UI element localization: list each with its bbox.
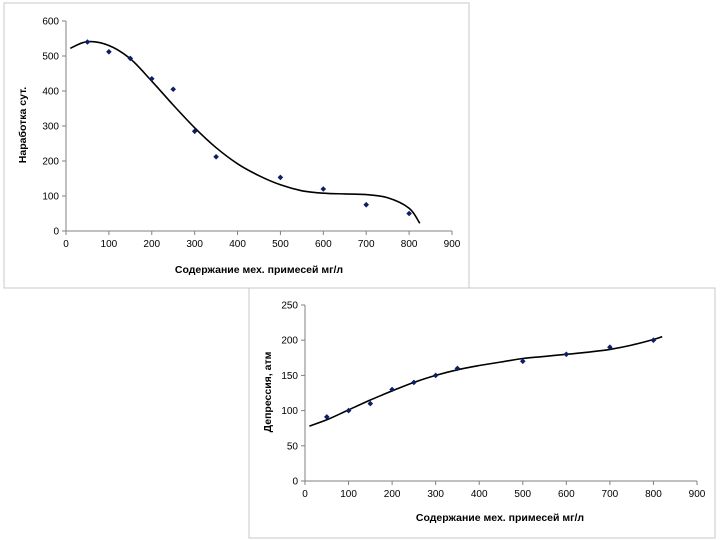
x-tick-label: 200 (143, 239, 160, 250)
y-axis-label: Наработка сут. (17, 87, 29, 163)
x-tick-label: 800 (645, 489, 662, 500)
data-point (106, 49, 112, 55)
chart-uptime-vs-impurities: 0 100 200 300 400 500 600 0 100 200 300 400 500 600 70… (3, 2, 470, 289)
data-point (454, 365, 461, 372)
y-tick-label: 100 (42, 192, 59, 203)
data-point (563, 351, 570, 358)
data-point (84, 39, 91, 45)
x-tick-label: 500 (514, 489, 531, 500)
chart-depression-vs-impurities: 0 50 100 150 200 250 0 100 200 300 400 500 600 700 800… (248, 287, 716, 539)
y-tick-label: 0 (292, 477, 298, 488)
data-point (277, 174, 284, 181)
data-point (363, 201, 369, 208)
x-tick-label: 0 (63, 239, 69, 250)
x-tick-label: 300 (427, 489, 444, 500)
data-point (367, 400, 374, 407)
trend-line (69, 40, 421, 224)
x-tick-label: 100 (340, 489, 357, 500)
y-tick-label: 300 (42, 122, 59, 133)
x-axis-label: Содержание мех. примесей мг/л (416, 512, 584, 524)
trend-line (309, 335, 663, 427)
data-point (149, 76, 155, 82)
data-point (411, 379, 417, 386)
y-tick-label: 600 (42, 17, 59, 28)
y-tick-label: 500 (42, 52, 59, 63)
y-tick-label: 200 (42, 157, 59, 168)
x-tick-label: 200 (384, 489, 401, 500)
data-point (345, 407, 352, 414)
x-tick-label: 800 (401, 239, 418, 250)
x-tick-label: 900 (444, 239, 461, 250)
x-tick-label: 700 (602, 489, 619, 500)
data-point (320, 186, 327, 192)
x-tick-label: 700 (358, 239, 375, 250)
y-tick-label: 100 (281, 406, 298, 417)
y-tick-label: 150 (281, 371, 298, 382)
y-tick-label: 200 (281, 336, 298, 347)
y-tick-label: 250 (281, 301, 298, 312)
x-tick-label: 300 (186, 239, 203, 250)
data-point (324, 414, 330, 420)
x-tick-label: 900 (689, 489, 706, 500)
data-point (389, 386, 395, 393)
x-tick-label: 100 (101, 239, 118, 250)
data-point (607, 344, 613, 350)
x-tick-label: 600 (315, 239, 332, 250)
chart-frame (248, 287, 716, 539)
x-tick-label: 400 (229, 239, 246, 250)
x-tick-label: 500 (272, 239, 289, 250)
data-point (432, 372, 439, 379)
data-point (170, 86, 176, 92)
x-axis-label: Содержание мех. примесей мг/л (175, 264, 343, 276)
y-tick-label: 0 (53, 227, 59, 238)
data-point (127, 55, 134, 62)
y-axis-label: Депрессия, атм (262, 351, 274, 432)
x-tick-label: 0 (302, 489, 308, 500)
y-tick-label: 50 (287, 441, 299, 452)
chart-frame (3, 2, 470, 289)
data-point (520, 358, 526, 365)
data-point (191, 128, 198, 135)
data-point (213, 154, 219, 160)
data-point (406, 210, 412, 217)
y-tick-label: 400 (42, 87, 59, 98)
x-tick-label: 400 (471, 489, 488, 500)
data-point (650, 337, 657, 343)
x-tick-label: 600 (558, 489, 575, 500)
